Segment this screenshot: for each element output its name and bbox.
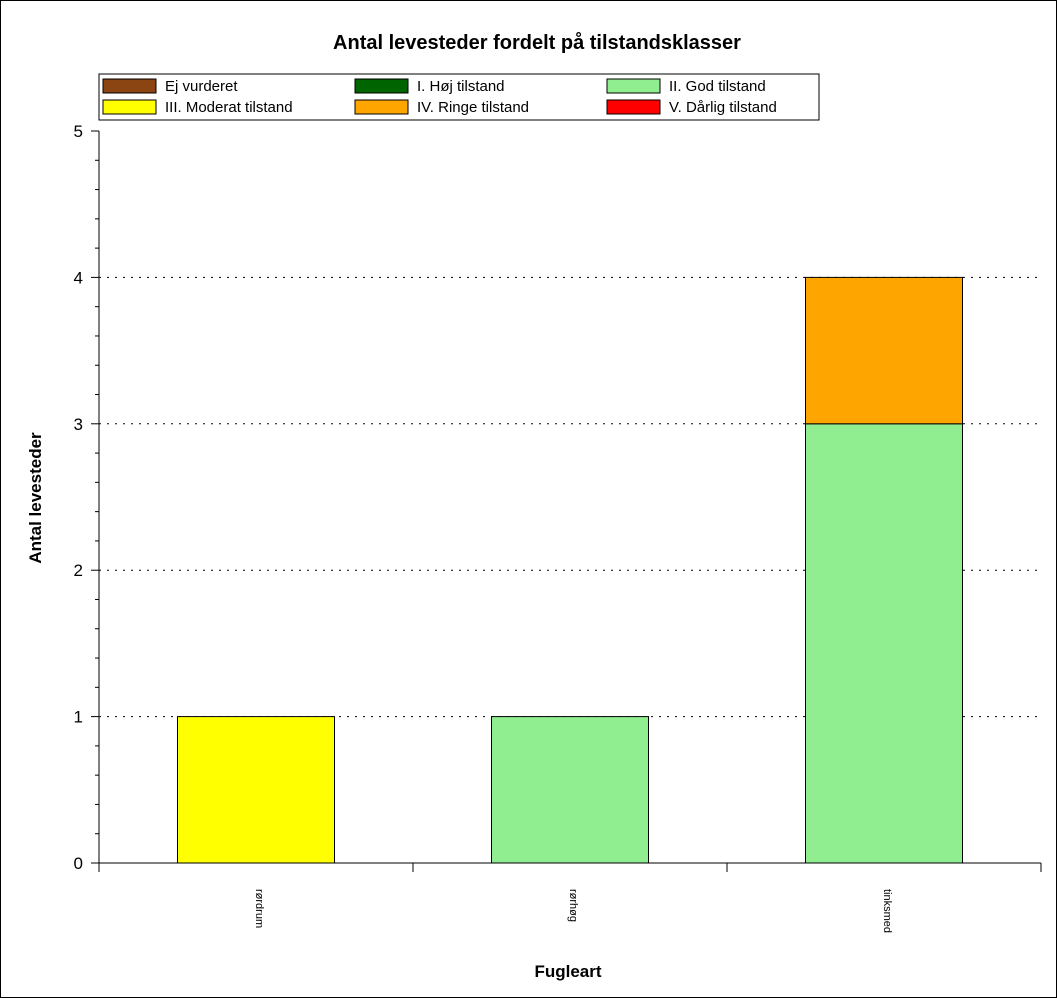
bars (177, 276, 963, 864)
y-tick-label: 1 (74, 708, 83, 727)
y-tick-label: 0 (74, 854, 83, 873)
axes: 0 1 2 3 4 5 rørdrum rørhøg tinksmed (74, 122, 1042, 933)
y-axis-title: Antal levesteder (26, 432, 45, 564)
x-axis-title: Fugleart (534, 962, 601, 981)
legend-label: IV. Ringe tilstand (417, 99, 529, 116)
x-tick-label: rørdrum (253, 889, 265, 928)
legend-swatch (354, 78, 409, 94)
legend-label: III. Moderat tilstand (165, 99, 293, 116)
legend-label: I. Høj tilstand (417, 78, 505, 95)
bar-segment (177, 716, 335, 864)
y-tick-label: 4 (74, 268, 83, 287)
y-tick-label: 3 (74, 415, 83, 434)
legend-swatch (606, 99, 661, 115)
y-tick-label: 5 (74, 122, 83, 141)
y-tick-label: 2 (74, 561, 83, 580)
legend-label: II. God tilstand (669, 78, 766, 95)
legend: Ej vurderet I. Høj tilstand II. God tilsta… (98, 73, 820, 121)
legend-label: Ej vurderet (165, 78, 238, 95)
legend-swatch (354, 99, 409, 115)
legend-swatch (102, 78, 157, 94)
x-tick-label: rørhøg (567, 889, 579, 922)
legend-label: V. Dårlig tilstand (669, 99, 777, 116)
legend-swatch (102, 99, 157, 115)
x-tick-label: tinksmed (881, 889, 893, 933)
legend-swatch (606, 78, 661, 94)
legend-box (98, 73, 820, 121)
bar-segment (805, 276, 963, 425)
bar-segment (491, 716, 649, 864)
chart-title: Antal levesteder fordelt på tilstandskla… (333, 31, 741, 54)
bar-segment (805, 423, 963, 864)
